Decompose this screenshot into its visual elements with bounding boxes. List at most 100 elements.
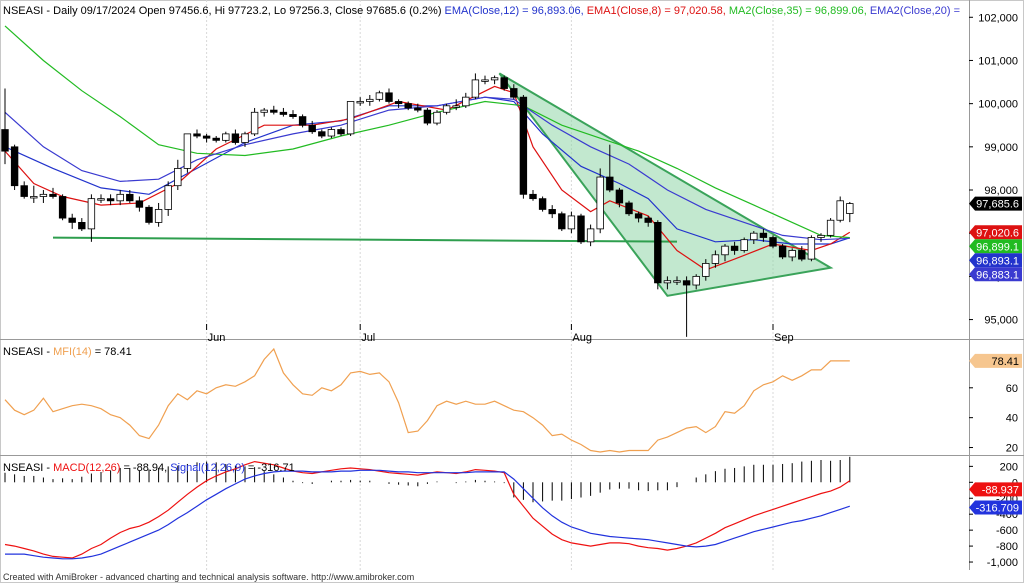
mfi-series-line <box>4 347 850 453</box>
y-tick-label: 100,000 <box>978 99 1018 111</box>
candle-body <box>769 237 777 247</box>
candle-body <box>231 133 240 143</box>
candle <box>375 90 384 102</box>
candle-body <box>404 103 412 109</box>
footer-credit: Created with AmiBroker - advanced charti… <box>3 572 414 582</box>
candle <box>49 187 57 199</box>
candle <box>135 196 144 212</box>
candle <box>711 250 720 268</box>
candle-body <box>615 189 624 204</box>
candle <box>30 185 38 203</box>
candle <box>318 129 326 139</box>
value-marker: 96,893.1 <box>969 253 1022 268</box>
candle <box>826 218 835 238</box>
candle <box>404 101 412 111</box>
candle-body <box>394 101 403 105</box>
candle <box>250 107 259 137</box>
y-tick-label: 40 <box>1006 413 1018 425</box>
candle-body <box>20 185 28 197</box>
macd-vertical-gridlines <box>206 456 774 570</box>
candle <box>289 110 297 119</box>
candle <box>126 190 134 203</box>
candle <box>788 248 796 262</box>
value-marker-bg <box>969 239 1022 254</box>
candle-body <box>721 245 729 256</box>
candle-body <box>222 133 230 141</box>
macd-lines <box>4 460 851 560</box>
candle <box>538 196 547 212</box>
candle-body <box>126 193 134 202</box>
candle-body <box>817 234 825 238</box>
candle <box>193 129 201 139</box>
candle-body <box>740 239 748 251</box>
value-marker: -88.937 <box>969 482 1022 497</box>
y-tick-label: 102,000 <box>978 12 1018 24</box>
candle-body <box>519 96 528 195</box>
candle <box>423 107 432 126</box>
candle-body <box>145 206 153 223</box>
candle <box>97 194 105 203</box>
candle <box>346 101 355 137</box>
value-marker-bg <box>969 500 1022 515</box>
candle <box>385 88 393 104</box>
macd-pane[interactable]: -1,000-800-600-400-2000200 -88.937-316.7… <box>3 456 1022 570</box>
candle-body <box>30 196 38 199</box>
candle-body <box>58 196 67 219</box>
value-marker-label: 96,899.1 <box>976 241 1019 253</box>
candle <box>241 131 249 147</box>
candle <box>154 202 163 227</box>
candle-body <box>39 193 48 197</box>
macd-header: NSEASI - MACD(12,26) = -88.94, Signal(12… <box>3 462 295 474</box>
candle-body <box>798 250 806 260</box>
candle-body <box>308 124 316 133</box>
mfi-marker-label: 78.41 <box>991 356 1019 368</box>
value-marker-bg <box>969 267 1022 282</box>
candle <box>68 213 76 229</box>
candle <box>145 205 153 225</box>
candle-body <box>778 245 787 258</box>
y-tick-label: -800 <box>996 541 1018 553</box>
candle-body <box>538 198 547 210</box>
candle <box>202 133 211 143</box>
y-tick-label: -600 <box>996 525 1018 537</box>
candle <box>750 231 758 244</box>
candle-body <box>10 146 19 187</box>
ma2-legend: MA2(Close,35) = 96,899.06, <box>729 5 867 17</box>
candle-body <box>375 92 384 100</box>
mfi-vertical-gridlines <box>206 340 774 455</box>
candle <box>442 103 451 115</box>
price-value-markers: 97,685.6 97,020.6 96,899.1 96,893.1 96,883.1 <box>969 196 1022 282</box>
value-marker-bg <box>969 196 1022 211</box>
mfi-pane[interactable]: 20 40 60 78.41 NSEASI - MFI(14) = 78.41 <box>3 340 1022 455</box>
candle <box>462 92 470 108</box>
candle <box>366 95 374 106</box>
candle-body <box>730 245 739 251</box>
candle <box>769 235 777 249</box>
candle <box>606 144 614 193</box>
candle-body <box>442 105 451 113</box>
candle <box>586 224 595 247</box>
candle-body <box>490 77 499 81</box>
candle <box>1 88 9 165</box>
y-tick-label: 60 <box>1006 383 1018 395</box>
candle <box>663 276 672 290</box>
candle <box>174 159 182 191</box>
candle-body <box>318 131 326 137</box>
candle <box>356 97 364 106</box>
candle-body <box>241 133 249 143</box>
candle-body <box>836 200 844 221</box>
y-tick-label: -1,000 <box>987 557 1018 569</box>
candle-body <box>673 280 681 283</box>
candle-body <box>846 203 854 214</box>
candle <box>10 144 19 191</box>
price-pane[interactable]: 95,00096,00097,00098,00099,000100,000101… <box>1 0 1022 344</box>
mfi-line <box>4 347 850 453</box>
candle-body <box>164 185 172 210</box>
ema12-legend: EMA(Close,12) = 96,893.06, <box>445 5 584 17</box>
candle-body <box>298 116 307 126</box>
candle <box>106 194 115 206</box>
mfi-value-marker: 78.41 <box>969 353 1022 368</box>
y-tick-label: 20 <box>1006 443 1018 455</box>
candle-body <box>634 213 643 219</box>
